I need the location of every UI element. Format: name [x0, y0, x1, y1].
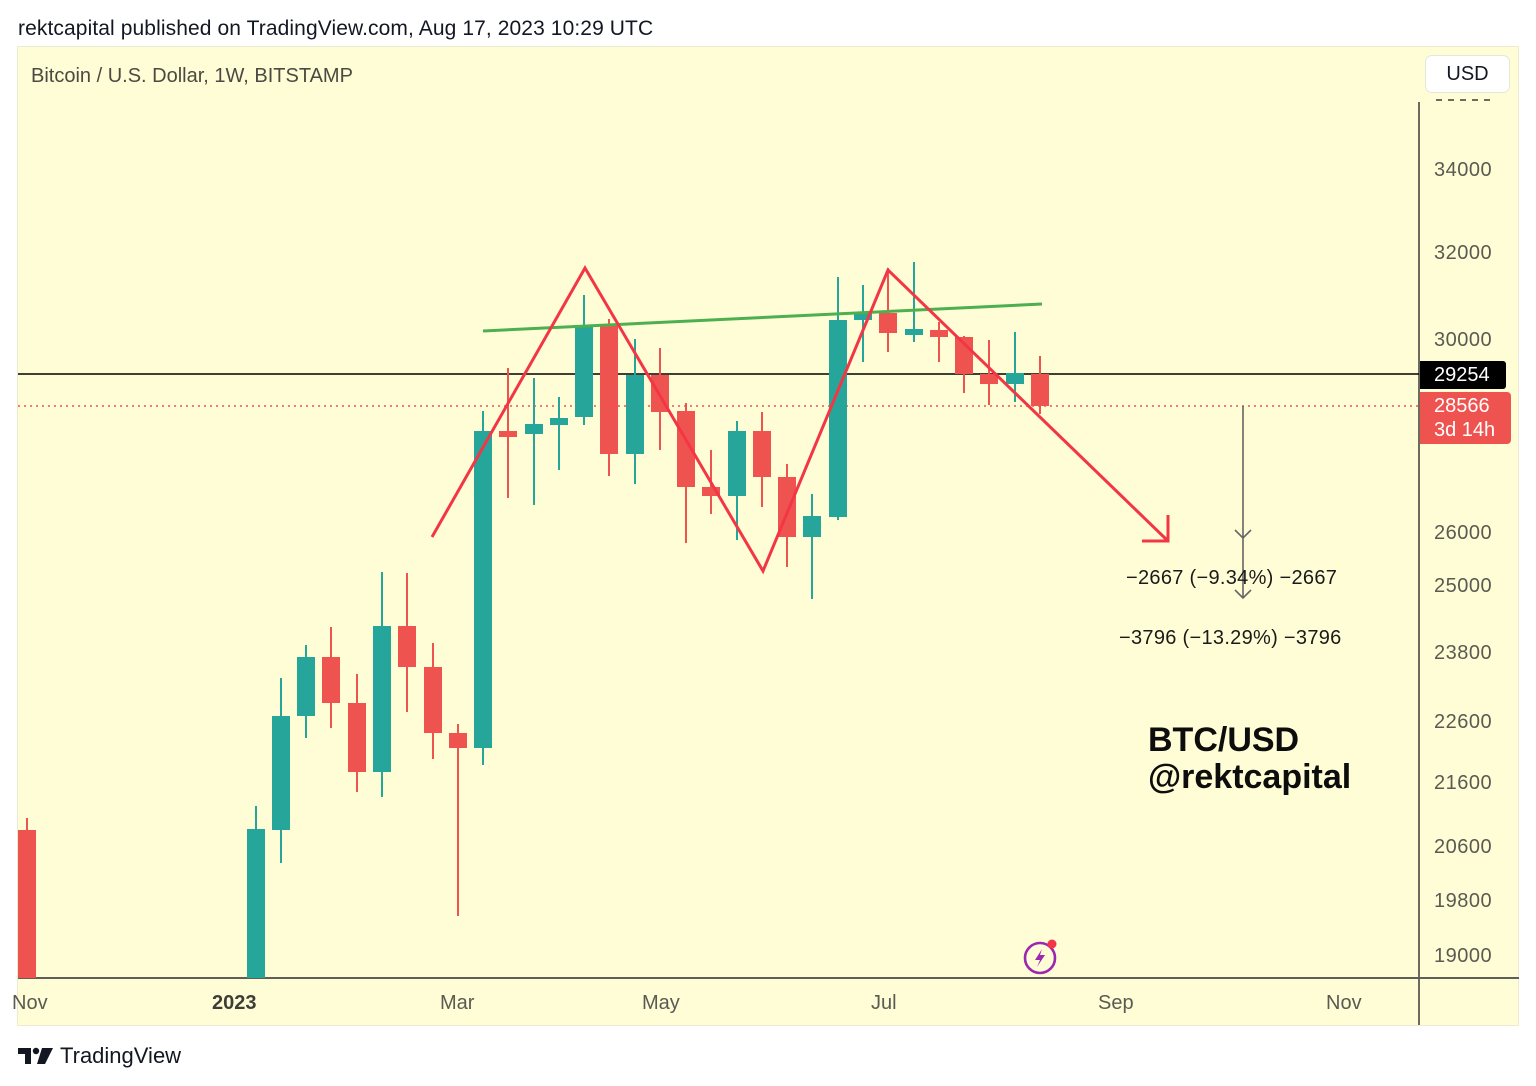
candle-body — [905, 329, 923, 335]
price-tick-label: 34000 — [1434, 159, 1493, 181]
tradingview-brand: TradingView — [60, 1043, 182, 1068]
watermark-pair: BTC/USD — [1148, 721, 1300, 759]
measure-label-1: −2667 (−9.34%) −2667 — [1126, 567, 1338, 589]
measure-arrowhead-2 — [1234, 589, 1252, 600]
candle-body — [272, 716, 290, 830]
price-tick-label: 19800 — [1434, 890, 1493, 912]
time-tick-label: Jul — [871, 992, 897, 1014]
candle-body — [1006, 373, 1024, 384]
candle-body — [930, 330, 948, 337]
bar-countdown: 3d 14h — [1434, 419, 1496, 441]
lightning-events-icon[interactable] — [1022, 938, 1060, 981]
candle-body — [753, 431, 771, 477]
plot-area — [18, 262, 1419, 978]
candle-body — [424, 667, 442, 733]
candle-body — [803, 516, 821, 537]
last-close-value: 29254 — [1434, 364, 1490, 386]
symbol-title: Bitcoin / U.S. Dollar, 1W, BITSTAMP — [31, 65, 353, 87]
time-tick-label: Nov — [12, 992, 48, 1014]
time-tick-label: Nov — [1326, 992, 1362, 1014]
candle-body — [550, 418, 568, 425]
price-tick-label: 25000 — [1434, 575, 1493, 597]
current-price-tag: 28566 3d 14h — [1420, 392, 1511, 444]
published-line: rektcapital published on TradingView.com… — [18, 17, 654, 40]
candle-body — [348, 703, 366, 772]
price-tick-label: 19000 — [1434, 945, 1493, 967]
tradingview-logo-icon — [18, 1047, 53, 1064]
candle-body — [980, 374, 998, 384]
last-close-price-tag: 29254 — [1420, 361, 1506, 389]
candle-body — [575, 326, 593, 417]
candle-body — [829, 320, 847, 517]
candle-body — [474, 431, 492, 748]
price-tick-label: 22600 — [1434, 711, 1493, 733]
pattern-zigzag — [430, 265, 1170, 575]
pattern-arrowhead — [1142, 515, 1170, 543]
tradingview-logo[interactable]: TradingView — [18, 1043, 181, 1069]
price-tick-label: 32000 — [1434, 242, 1493, 264]
candle-body — [373, 626, 391, 772]
price-tick-label: 26000 — [1434, 522, 1493, 544]
candle-body — [854, 313, 872, 320]
time-tick-label: 2023 — [212, 992, 257, 1014]
candle-body — [879, 313, 897, 333]
price-tick-label: 23800 — [1434, 642, 1493, 664]
candle-body — [626, 375, 644, 454]
price-tick-label: 21600 — [1434, 772, 1493, 794]
candle-body — [18, 830, 36, 978]
candle-body — [247, 829, 265, 978]
time-tick-label: Sep — [1098, 992, 1134, 1014]
candle-body — [728, 431, 746, 496]
candle-body — [1031, 374, 1049, 406]
currency-button[interactable]: USD — [1425, 55, 1510, 93]
price-tick-label: 30000 — [1434, 329, 1493, 351]
chart-pane[interactable] — [17, 46, 1519, 1026]
candle-body — [702, 487, 720, 496]
candle-body — [499, 431, 517, 437]
measure-arrowhead-1 — [1234, 529, 1252, 540]
candle-body — [600, 326, 618, 454]
watermark-text: BTC/USD @rektcapital — [1148, 722, 1351, 796]
candle-body — [297, 657, 315, 716]
candle-body — [322, 657, 340, 703]
price-tick-label: 20600 — [1434, 836, 1493, 858]
watermark-author: @rektcapital — [1148, 758, 1352, 796]
time-tick-label: May — [642, 992, 680, 1014]
neckline — [482, 302, 1043, 333]
time-tick-label: Mar — [440, 992, 475, 1014]
candle-body — [449, 733, 467, 748]
candle-body — [398, 626, 416, 667]
measure-label-2: −3796 (−13.29%) −3796 — [1119, 627, 1342, 649]
current-price-value: 28566 — [1434, 395, 1490, 417]
candle-body — [525, 424, 543, 434]
